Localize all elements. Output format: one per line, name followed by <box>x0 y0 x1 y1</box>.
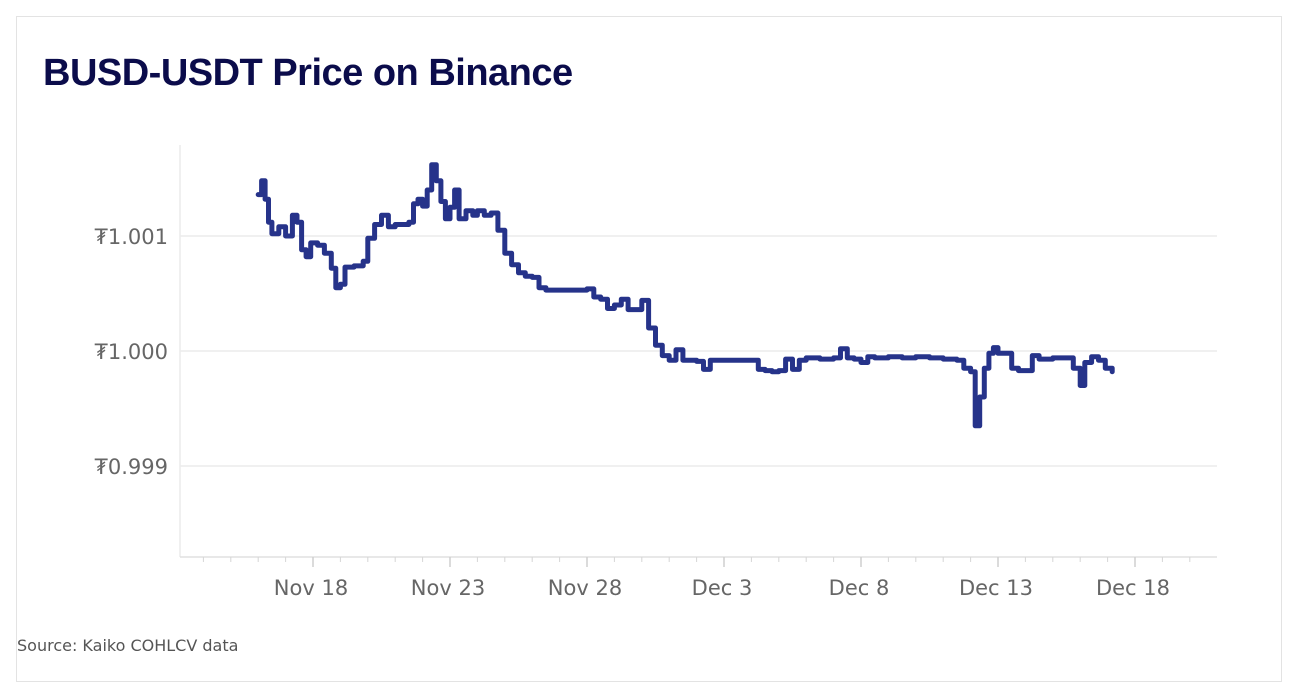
x-axis-tick-labels: Nov 18 Nov 23 Nov 28 Dec 3 Dec 8 Dec 13 Dec 18 <box>274 576 1170 600</box>
y-axis-tick-labels: ₮0.999 ₮1.000 ₮1.001 <box>95 225 168 479</box>
source-note: Source: Kaiko COHLCV data <box>17 636 239 655</box>
chart-title: BUSD-USDT Price on Binance <box>43 52 573 94</box>
x-tick-label: Dec 13 <box>959 576 1033 600</box>
y-tick-label: ₮1.000 <box>95 340 168 364</box>
series-layer <box>255 162 1115 429</box>
x-tick-label: Dec 3 <box>692 576 753 600</box>
x-tick-label: Nov 18 <box>274 576 348 600</box>
gridlines <box>180 235 1217 467</box>
x-tick-label: Dec 8 <box>829 576 890 600</box>
x-tick-label: Nov 28 <box>548 576 622 600</box>
y-tick-label: ₮0.999 <box>95 455 168 479</box>
series-line <box>255 162 1115 429</box>
y-tick-label: ₮1.001 <box>95 225 168 249</box>
x-tick-label: Dec 18 <box>1096 576 1170 600</box>
x-axis <box>179 145 1217 567</box>
x-tick-label: Nov 23 <box>411 576 485 600</box>
chart-card <box>16 16 1282 682</box>
